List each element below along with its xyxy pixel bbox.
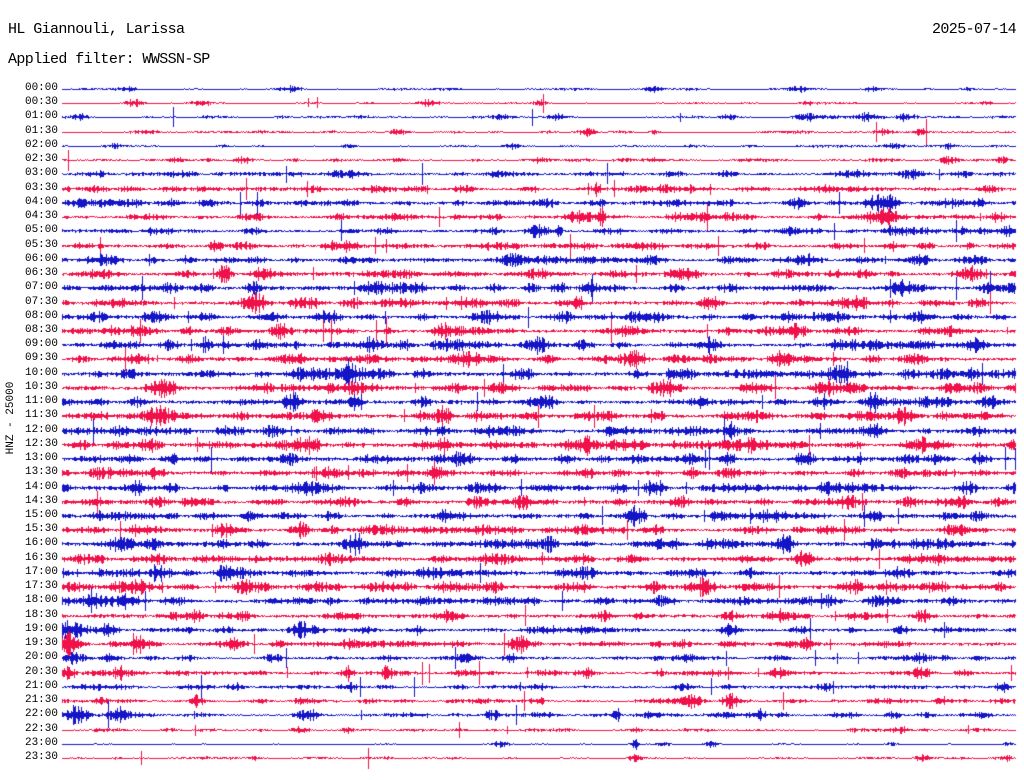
row-time-label: 10:30 [24, 381, 58, 393]
row-time-label: 14:30 [24, 495, 58, 507]
row-time-label: 12:00 [24, 424, 58, 436]
row-time-label: 04:00 [24, 196, 58, 208]
row-time-label: 05:00 [24, 224, 58, 236]
row-time-label: 12:30 [24, 438, 58, 450]
row-time-label: 08:00 [24, 310, 58, 322]
row-time-label: 21:00 [24, 680, 58, 692]
row-time-label: 21:30 [24, 694, 58, 706]
row-time-label: 19:30 [24, 637, 58, 649]
row-time-label: 11:30 [24, 409, 58, 421]
row-time-label: 16:30 [24, 552, 58, 564]
row-time-label: 00:30 [24, 96, 58, 108]
row-time-label: 09:00 [24, 338, 58, 350]
row-time-label: 14:00 [24, 481, 58, 493]
row-time-label: 02:30 [24, 153, 58, 165]
row-time-label: 03:00 [24, 167, 58, 179]
row-time-label: 00:00 [24, 82, 58, 94]
row-time-label: 18:00 [24, 594, 58, 606]
row-time-label: 11:00 [24, 395, 58, 407]
row-time-label: 08:30 [24, 324, 58, 336]
row-time-label: 01:30 [24, 125, 58, 137]
row-time-label: 07:00 [24, 281, 58, 293]
row-time-label: 18:30 [24, 609, 58, 621]
row-time-label: 20:30 [24, 666, 58, 678]
row-time-label: 07:30 [24, 296, 58, 308]
row-time-label: 22:30 [24, 723, 58, 735]
row-time-label: 15:30 [24, 523, 58, 535]
row-time-label: 13:30 [24, 466, 58, 478]
row-time-label: 04:30 [24, 210, 58, 222]
row-time-label: 15:00 [24, 509, 58, 521]
row-time-label: 03:30 [24, 182, 58, 194]
row-time-label: 17:30 [24, 580, 58, 592]
row-time-label: 16:00 [24, 537, 58, 549]
row-time-label: 20:00 [24, 651, 58, 663]
row-time-label: 22:00 [24, 708, 58, 720]
row-time-label: 23:30 [24, 751, 58, 763]
row-time-label: 06:30 [24, 267, 58, 279]
row-time-label: 13:00 [24, 452, 58, 464]
row-time-label: 06:00 [24, 253, 58, 265]
row-time-label: 23:00 [24, 737, 58, 749]
row-time-label: 09:30 [24, 352, 58, 364]
row-time-label: 05:30 [24, 239, 58, 251]
row-time-label: 19:00 [24, 623, 58, 635]
row-time-label: 02:00 [24, 139, 58, 151]
row-time-label: 01:00 [24, 110, 58, 122]
row-time-label: 10:00 [24, 367, 58, 379]
row-time-label: 17:00 [24, 566, 58, 578]
